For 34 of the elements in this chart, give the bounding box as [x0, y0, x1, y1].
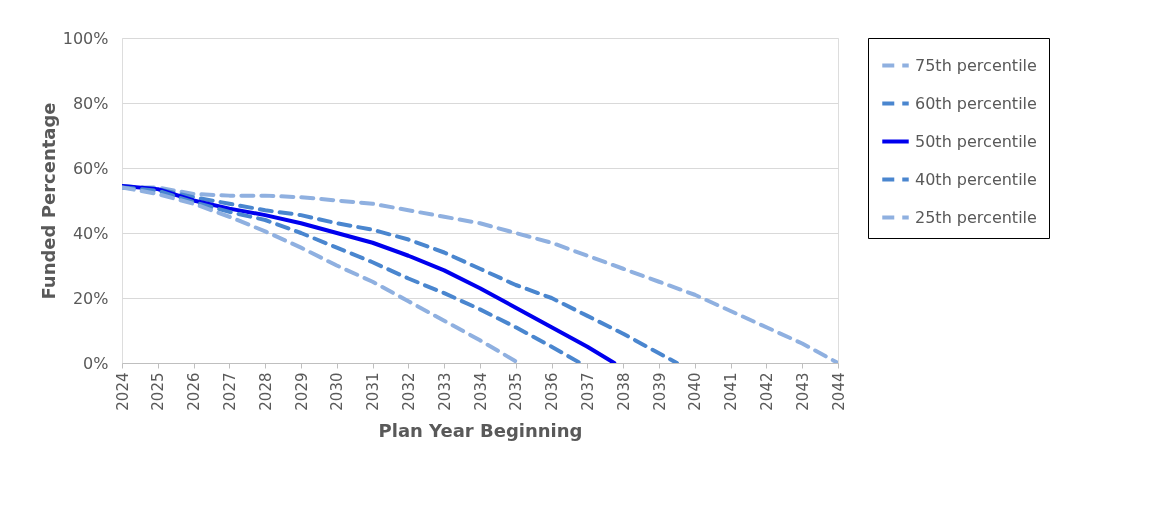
y-tick-label: 40%	[72, 223, 109, 243]
x-tick-label: 2043	[793, 372, 812, 411]
x-tick-label: 2044	[829, 372, 848, 411]
legend-label: 75th percentile	[915, 55, 1037, 75]
y-tick-label: 80%	[72, 93, 109, 113]
x-tick-label: 2036	[543, 372, 562, 411]
x-tick-label: 2034	[471, 372, 490, 411]
x-tick-label: 2032	[399, 372, 418, 411]
y-tick-label: 60%	[72, 158, 109, 178]
x-tick-label: 2025	[149, 372, 168, 411]
x-tick-label: 2033	[435, 372, 454, 411]
x-tick-label: 2026	[185, 372, 204, 411]
x-axis-title: Plan Year Beginning	[378, 419, 583, 441]
legend-label: 50th percentile	[915, 131, 1037, 151]
legend-label: 40th percentile	[915, 169, 1037, 189]
x-tick-label: 2028	[256, 372, 275, 411]
x-tick-label: 2035	[507, 372, 526, 411]
y-tick-label: 100%	[62, 28, 109, 48]
x-tick-label: 2038	[614, 372, 633, 411]
x-tick-label: 2037	[578, 372, 597, 411]
x-tick-label: 2041	[722, 372, 741, 411]
x-tick-label: 2042	[757, 372, 776, 411]
y-axis-title: Funded Percentage	[37, 102, 59, 300]
x-tick-label: 2024	[113, 372, 132, 411]
legend-label: 25th percentile	[915, 207, 1037, 227]
x-tick-label: 2040	[686, 372, 705, 411]
legend-label: 60th percentile	[915, 93, 1037, 113]
x-tick-label: 2027	[220, 372, 239, 411]
x-tick-label: 2030	[328, 372, 347, 411]
x-tick-label: 2039	[650, 372, 669, 411]
x-tick-label: 2029	[292, 372, 311, 411]
y-tick-label: 0%	[83, 353, 109, 373]
y-tick-label: 20%	[72, 288, 109, 308]
x-tick-label: 2031	[364, 372, 383, 411]
